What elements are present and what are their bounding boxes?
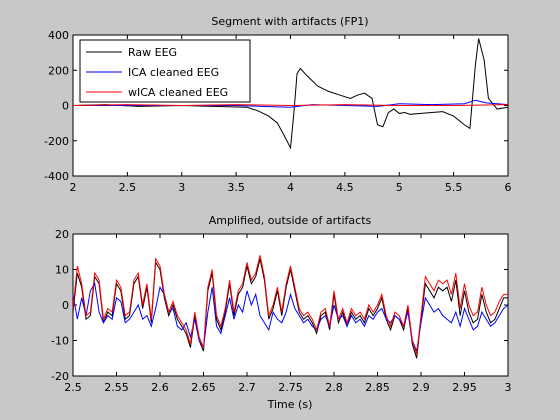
bottom-y-tick-label: 20 [55, 228, 69, 241]
top-y-tick-label: -200 [44, 135, 69, 148]
bottom-series-lines [72, 255, 509, 359]
legend-label-ica: ICA cleaned EEG [128, 66, 219, 79]
bottom-x-tick-label: 2.95 [452, 381, 477, 394]
bottom-y-tick-label: 0 [62, 299, 69, 312]
top-tick-marks [72, 34, 509, 177]
top-chart: Segment with artifacts (FP1) Raw EEG ICA… [72, 15, 509, 177]
bottom-x-axis-label: Time (s) [267, 398, 313, 411]
bottom-x-tick-label: 2.55 [104, 381, 129, 394]
bottom-plot-area [72, 233, 509, 377]
top-x-tick-label: 4 [287, 181, 294, 194]
top-x-tick-label: 6 [505, 181, 512, 194]
top-series-line-wica [72, 104, 509, 107]
bottom-series-line-wica [72, 255, 508, 355]
bottom-x-tick-label: 2.7 [238, 381, 256, 394]
top-x-tick-label: 5 [396, 181, 403, 194]
bottom-series-line-raw [72, 258, 508, 359]
bottom-x-tick-label: 2.9 [412, 381, 430, 394]
legend-label-raw: Raw EEG [128, 46, 177, 59]
top-x-tick-label: 3 [178, 181, 185, 194]
top-x-tick-label: 2.5 [119, 181, 137, 194]
bottom-y-tick-label: 10 [55, 264, 69, 277]
bottom-series-line-ica [72, 282, 509, 354]
bottom-x-tick-label: 2.65 [191, 381, 216, 394]
top-y-tick-label: 0 [62, 100, 69, 113]
top-chart-title: Segment with artifacts (FP1) [211, 15, 368, 28]
bottom-chart: Amplified, outside of artifacts Time (s) [72, 214, 509, 411]
top-x-tick-label: 4.5 [336, 181, 354, 194]
top-y-tick-label: 400 [48, 29, 69, 42]
top-series-lines [72, 38, 509, 150]
bottom-x-tick-label: 2.5 [64, 381, 82, 394]
bottom-x-tick-label: 2.85 [365, 381, 390, 394]
top-x-tick-label: 2 [70, 181, 77, 194]
bottom-x-tick-label: 2.75 [278, 381, 303, 394]
top-x-tick-label: 5.5 [445, 181, 463, 194]
top-series-line-raw [72, 38, 509, 150]
bottom-y-tick-label: -10 [51, 335, 69, 348]
bottom-chart-title: Amplified, outside of artifacts [209, 214, 372, 227]
bottom-x-tick-label: 2.6 [151, 381, 169, 394]
top-y-tick-label: -400 [44, 170, 69, 183]
top-legend: Raw EEG ICA cleaned EEG wICA cleaned EEG [79, 39, 251, 103]
bottom-tick-marks [72, 233, 509, 377]
top-x-tick-label: 3.5 [227, 181, 245, 194]
legend-label-wica: wICA cleaned EEG [128, 86, 228, 99]
top-y-tick-label: 200 [48, 64, 69, 77]
bottom-x-tick-label: 2.8 [325, 381, 343, 394]
bottom-x-tick-label: 3 [505, 381, 512, 394]
bottom-y-tick-label: -20 [51, 370, 69, 383]
